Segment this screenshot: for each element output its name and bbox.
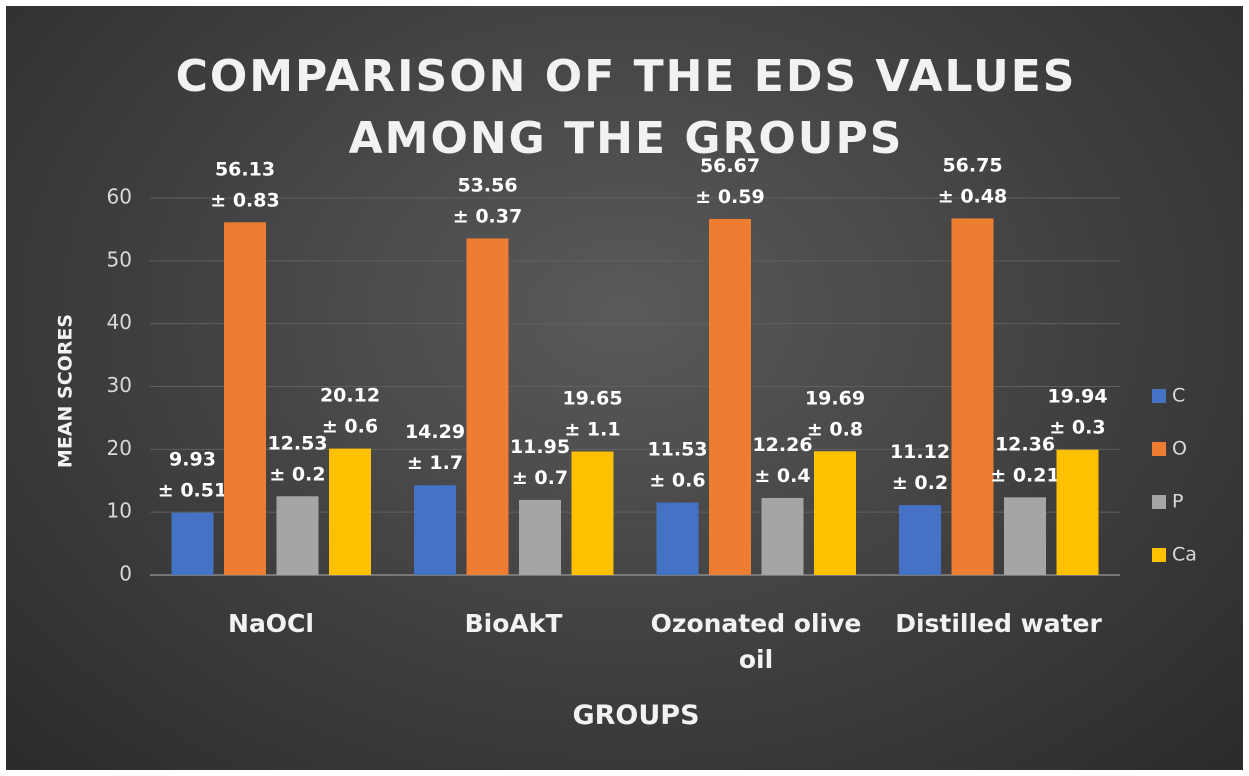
bar	[276, 496, 319, 575]
data-label: 56.67 ± 0.59	[695, 154, 764, 207]
data-label-line: ± 0.6	[322, 415, 378, 437]
data-label: 19.69 ± 0.8	[805, 387, 865, 440]
x-tick-label: NaOCl	[228, 609, 314, 638]
data-label: 11.95 ± 0.7	[510, 435, 570, 488]
x-tick-label: BioAkT	[464, 609, 563, 638]
bar	[656, 502, 699, 575]
y-tick-label: 0	[119, 562, 132, 586]
data-label-line: ± 0.4	[754, 464, 810, 486]
legend-swatch	[1152, 442, 1166, 456]
y-tick-label: 20	[107, 436, 132, 460]
legend-label: P	[1172, 491, 1183, 513]
data-label-line: ± 0.8	[807, 418, 863, 440]
data-label-line: 53.56	[457, 174, 517, 196]
x-tick-label: Ozonated olive oil	[650, 609, 862, 674]
legend-swatch	[1152, 495, 1166, 509]
data-label: 14.29 ± 1.7	[405, 421, 465, 474]
bar	[709, 218, 751, 575]
data-label: 19.65 ± 1.1	[562, 387, 622, 440]
bar	[414, 485, 456, 575]
data-label-line: ± 0.3	[1049, 416, 1105, 438]
bar	[519, 499, 561, 575]
legend-label: O	[1172, 438, 1187, 460]
data-label-line: ± 0.7	[512, 466, 568, 488]
legend-label: Ca	[1172, 544, 1197, 566]
bar	[171, 512, 214, 575]
data-label: 20.12 ± 0.6	[320, 384, 380, 437]
data-label-line: ± 0.51	[158, 479, 227, 501]
data-label-line: 11.53	[647, 438, 707, 460]
data-label-line: 56.75	[942, 154, 1002, 176]
data-label-line: ± 0.6	[649, 469, 705, 491]
data-label-line: ± 0.59	[695, 185, 764, 207]
bar	[224, 222, 266, 575]
data-label: 12.53 ± 0.2	[267, 432, 327, 485]
data-label-line: 19.69	[805, 387, 865, 409]
data-label-line: 9.93	[169, 448, 216, 470]
legend-swatch	[1152, 548, 1166, 562]
data-label-line: 14.29	[405, 421, 465, 443]
x-tick-label: Distilled water	[895, 609, 1102, 638]
data-label-line: ± 1.1	[564, 418, 620, 440]
data-label: 19.94 ± 0.3	[1047, 385, 1107, 438]
bar	[951, 218, 994, 575]
y-axis-label: MEAN SCORES	[55, 314, 77, 468]
bar	[466, 238, 509, 575]
data-label-line: ± 0.37	[453, 205, 522, 227]
y-tick-label: 60	[107, 185, 132, 209]
bar	[899, 505, 941, 575]
data-label: 53.56 ± 0.37	[453, 174, 522, 227]
y-tick-label: 30	[107, 373, 132, 397]
data-label-line: ± 0.2	[269, 463, 325, 485]
data-label-line: ± 1.7	[407, 452, 463, 474]
data-label: 56.13 ± 0.83	[210, 158, 279, 211]
data-label-line: ± 0.48	[938, 185, 1007, 207]
data-label-line: 11.12	[890, 441, 950, 463]
data-label-line: 20.12	[320, 384, 380, 406]
data-label: 11.12 ± 0.2	[890, 441, 950, 494]
data-label-line: 19.65	[562, 387, 622, 409]
data-label-line: 12.36	[995, 433, 1055, 455]
bar	[1056, 449, 1099, 575]
data-label-line: 56.13	[215, 158, 275, 180]
data-label-line: 12.53	[267, 432, 327, 454]
plot: MEAN SCORES 0 10 20 30 40 50 60 9.93 ± 0.51 56.13…	[55, 154, 1197, 586]
y-tick-label: 10	[107, 499, 132, 523]
data-label-line: 12.26	[752, 433, 812, 455]
chart-title: COMPARISON OF THE EDS VALUES AMONG THE G…	[175, 51, 1077, 164]
bar	[329, 448, 371, 575]
data-label-line: 56.67	[700, 154, 760, 176]
data-label-line: ± 0.21	[990, 464, 1059, 486]
bar	[1004, 497, 1046, 575]
data-label-line: ± 0.83	[210, 189, 279, 211]
data-label-line: ± 0.2	[892, 472, 948, 494]
chart: COMPARISON OF THE EDS VALUES AMONG THE G…	[6, 6, 1243, 770]
data-label-line: 11.95	[510, 435, 570, 457]
y-tick-label: 50	[107, 247, 132, 271]
data-label: 11.53 ± 0.6	[647, 438, 707, 491]
data-label: 9.93 ± 0.51	[158, 448, 227, 501]
data-label-line: 19.94	[1047, 385, 1107, 407]
data-label: 56.75 ± 0.48	[938, 154, 1007, 207]
y-tick-label: 40	[107, 310, 132, 334]
bar	[814, 451, 856, 575]
legend-swatch	[1152, 389, 1166, 403]
bar	[761, 497, 804, 575]
legend-label: C	[1172, 385, 1185, 407]
bar	[571, 451, 614, 575]
x-axis-label: GROUPS	[572, 700, 700, 731]
data-label: 12.36 ± 0.21	[990, 433, 1059, 486]
data-label: 12.26 ± 0.4	[752, 433, 812, 486]
